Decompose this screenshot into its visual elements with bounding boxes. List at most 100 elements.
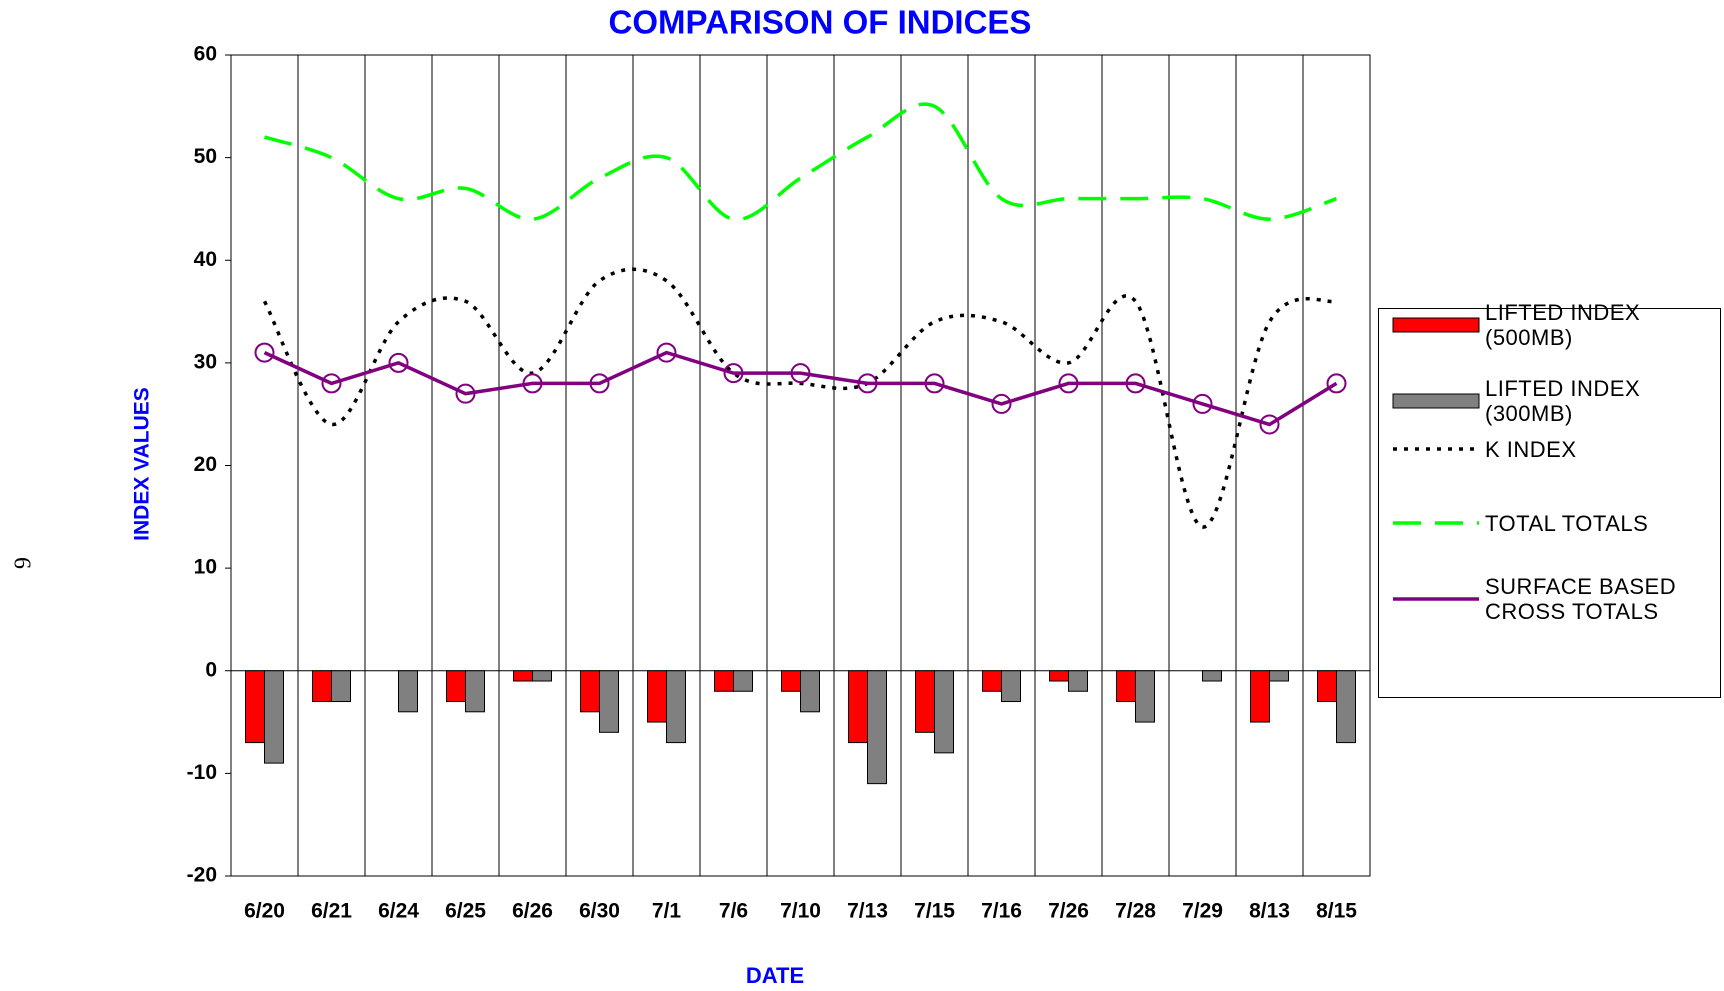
x-tick-label: 7/26 [1048, 900, 1089, 923]
point [991, 393, 1012, 414]
legend-swatch [1393, 597, 1479, 601]
point [723, 363, 744, 384]
page-number: 6 [8, 557, 34, 569]
y-tick-label: 10 [194, 556, 217, 579]
chart-title: COMPARISON OF INDICES [609, 4, 1032, 41]
point [589, 373, 610, 394]
x-tick-label: 7/15 [914, 900, 955, 923]
legend-item: TOTAL TOTALS [1387, 495, 1695, 551]
x-tick-label: 7/28 [1115, 900, 1156, 923]
bar [733, 670, 753, 692]
x-tick-label: 6/30 [579, 900, 620, 923]
bar [1135, 670, 1155, 723]
x-tick-label: 8/13 [1249, 900, 1290, 923]
x-tick-label: 6/25 [445, 900, 486, 923]
legend-swatch [1392, 317, 1480, 333]
x-tick-label: 7/6 [719, 900, 748, 923]
x-tick-label: 6/21 [311, 900, 352, 923]
bar [465, 670, 485, 713]
bar [1068, 670, 1088, 692]
bar [1001, 670, 1021, 703]
x-tick-label: 7/10 [780, 900, 821, 923]
x-tick-label: 6/24 [378, 900, 419, 923]
point [924, 373, 945, 394]
point [1058, 373, 1079, 394]
point [1125, 373, 1146, 394]
point [1259, 414, 1280, 435]
x-tick-label: 8/15 [1316, 900, 1357, 923]
x-tick-label: 7/29 [1182, 900, 1223, 923]
y-tick-label: 20 [194, 453, 217, 476]
legend-label: LIFTED INDEX (300MB) [1485, 376, 1641, 426]
bar [312, 670, 332, 703]
y-tick-label: 40 [194, 248, 217, 271]
point [790, 363, 811, 384]
x-tick-label: 7/16 [981, 900, 1022, 923]
swatch-bar [1392, 317, 1480, 333]
y-tick-label: 0 [205, 658, 217, 681]
bar [934, 670, 954, 754]
point [321, 373, 342, 394]
bar [781, 670, 801, 692]
bar [867, 670, 887, 785]
bar [1116, 670, 1136, 703]
point [522, 373, 543, 394]
legend-label: LIFTED INDEX (500MB) [1485, 300, 1641, 350]
legend-swatch [1393, 447, 1479, 451]
bar [1336, 670, 1356, 744]
legend-item: LIFTED INDEX (500MB) [1387, 297, 1695, 353]
bar [1317, 670, 1337, 703]
bar [580, 670, 600, 713]
x-tick-label: 6/26 [512, 900, 553, 923]
legend: LIFTED INDEX (500MB) LIFTED INDEX (300MB)… [1378, 300, 1721, 698]
x-tick-label: 6/20 [244, 900, 285, 923]
point [254, 342, 275, 363]
y-axis-label: INDEX VALUES [131, 387, 154, 541]
y-tick-label: -20 [187, 864, 217, 887]
bar [800, 670, 820, 713]
legend-label: TOTAL TOTALS [1485, 510, 1649, 536]
bar [982, 670, 1002, 692]
bar [1250, 670, 1270, 723]
bar [647, 670, 667, 723]
bar [331, 670, 351, 703]
bar [1269, 670, 1289, 682]
legend-item: K INDEX [1387, 421, 1695, 477]
y-tick-label: 50 [194, 145, 217, 168]
y-tick-label: 60 [194, 43, 217, 66]
line-series [263, 350, 1338, 427]
point [388, 352, 409, 373]
swatch-bar [1392, 393, 1480, 409]
legend-label: SURFACE BASED CROSS TOTALS [1485, 574, 1677, 624]
legend-item: SURFACE BASED CROSS TOTALS [1387, 571, 1695, 627]
x-tick-label: 7/13 [847, 900, 888, 923]
plot-frame [230, 54, 1371, 877]
bar [666, 670, 686, 744]
bar [446, 670, 466, 703]
bar [245, 670, 265, 744]
bar [1202, 670, 1222, 682]
point [857, 373, 878, 394]
point [1326, 373, 1347, 394]
bar [714, 670, 734, 692]
legend-swatch [1392, 393, 1480, 409]
legend-swatch [1393, 521, 1479, 525]
y-tick-label: -10 [187, 761, 217, 784]
bar [398, 670, 418, 713]
bar [1049, 670, 1069, 682]
bar [915, 670, 935, 733]
point [1192, 393, 1213, 414]
bar [513, 670, 533, 682]
x-axis-label: DATE [746, 963, 804, 988]
y-tick-label: 30 [194, 350, 217, 373]
bar [848, 670, 868, 744]
point [455, 383, 476, 404]
point [656, 342, 677, 363]
x-tick-label: 7/1 [652, 900, 682, 923]
bar [532, 670, 552, 682]
bar [264, 670, 284, 764]
legend-label: K INDEX [1485, 436, 1577, 462]
line-series [262, 267, 1338, 529]
